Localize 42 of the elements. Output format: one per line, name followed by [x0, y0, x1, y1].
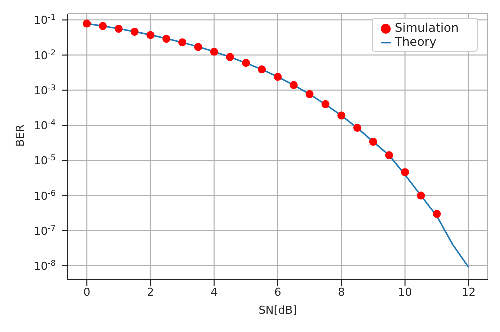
legend-label: Theory [395, 35, 437, 49]
point [306, 90, 314, 98]
point [258, 66, 266, 74]
y-tick-label: 10$^{-3}$ [34, 82, 56, 98]
point [417, 192, 426, 200]
point [130, 28, 139, 36]
point [162, 35, 171, 44]
x-tick-label: 4 [210, 286, 218, 299]
point [369, 138, 378, 146]
point [290, 81, 298, 90]
point [146, 31, 155, 40]
y-tick-label: 10$^{-8}$ [34, 258, 56, 274]
point [114, 25, 123, 34]
x-tick-label: 10 [398, 286, 412, 299]
x-tick-label: 12 [462, 286, 476, 299]
legend-label: Simulation [395, 21, 459, 35]
point [210, 48, 218, 56]
y-tick-label: 10$^{-5}$ [34, 153, 56, 168]
y-tick-label: 10$^{-2}$ [34, 48, 56, 62]
y-tick-label: 10$^{-7}$ [34, 223, 56, 238]
point [178, 38, 187, 47]
x-axis-title: SN[dB] [258, 304, 298, 317]
y-tick-label: 10$^{-4}$ [34, 118, 56, 133]
x-tick-label: 6 [274, 286, 282, 299]
point [401, 168, 410, 177]
point [274, 73, 282, 82]
point [226, 53, 234, 62]
y-tick-label: 10$^{-1}$ [34, 12, 56, 28]
y-axis-title: BER [14, 124, 27, 147]
point [242, 59, 250, 68]
point [99, 22, 107, 30]
point [83, 20, 92, 28]
x-tick-label: 2 [147, 286, 154, 299]
y-tick-label: 10$^{-6}$ [34, 188, 56, 203]
point [194, 43, 202, 52]
point [354, 124, 362, 132]
point [433, 210, 442, 218]
point [338, 112, 346, 120]
x-tick-label: 0 [84, 286, 91, 299]
x-tick-label: 8 [338, 286, 346, 299]
point [322, 100, 330, 108]
point [385, 152, 394, 160]
